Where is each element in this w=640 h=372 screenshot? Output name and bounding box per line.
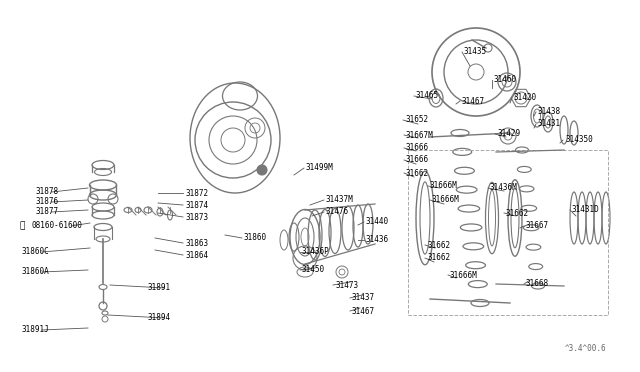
- Text: 31476: 31476: [326, 208, 349, 217]
- Text: 31894: 31894: [148, 314, 171, 323]
- Text: 31437M: 31437M: [326, 196, 354, 205]
- Text: 31652: 31652: [405, 115, 428, 125]
- Text: 31450: 31450: [302, 266, 325, 275]
- Text: 31435: 31435: [464, 48, 487, 57]
- Text: 31667: 31667: [526, 221, 549, 231]
- Text: 31876: 31876: [35, 198, 58, 206]
- Text: 314350: 314350: [565, 135, 593, 144]
- Text: 31666: 31666: [406, 155, 429, 164]
- Bar: [408, 150, 608, 315]
- Text: 31860A: 31860A: [22, 267, 50, 276]
- Text: 31891J: 31891J: [22, 326, 50, 334]
- Circle shape: [257, 165, 267, 175]
- Text: 31431D: 31431D: [572, 205, 600, 215]
- Text: 31668: 31668: [526, 279, 549, 289]
- Text: 31877: 31877: [35, 208, 58, 217]
- Text: 31460: 31460: [494, 76, 517, 84]
- Text: 31473: 31473: [335, 280, 358, 289]
- Text: 31436: 31436: [366, 235, 389, 244]
- Text: 31438: 31438: [538, 108, 561, 116]
- Text: 31499M: 31499M: [306, 164, 333, 173]
- Text: 31662: 31662: [427, 253, 450, 263]
- Text: 31662: 31662: [506, 208, 529, 218]
- Text: ^3.4^00.6: ^3.4^00.6: [564, 344, 606, 353]
- Text: 31872: 31872: [185, 189, 208, 198]
- Text: 31467: 31467: [462, 96, 485, 106]
- Text: 08160-61600: 08160-61600: [32, 221, 83, 231]
- Text: 31429: 31429: [497, 129, 520, 138]
- Text: 31420: 31420: [514, 93, 537, 103]
- Text: 31662: 31662: [427, 241, 450, 250]
- Text: 31465: 31465: [416, 92, 439, 100]
- Text: 31878: 31878: [35, 187, 58, 196]
- Text: 31431: 31431: [538, 119, 561, 128]
- Text: 31860: 31860: [244, 234, 267, 243]
- Text: 31873: 31873: [185, 212, 208, 221]
- Text: 31437: 31437: [352, 294, 375, 302]
- Text: 31467: 31467: [352, 307, 375, 315]
- Text: 31667M: 31667M: [406, 131, 434, 140]
- Text: Ⓑ: Ⓑ: [20, 221, 26, 231]
- Text: 31666: 31666: [406, 144, 429, 153]
- Text: 31874: 31874: [185, 201, 208, 209]
- Text: 31864: 31864: [185, 250, 208, 260]
- Text: 31666M: 31666M: [432, 196, 460, 205]
- Text: 31860C: 31860C: [22, 247, 50, 257]
- Text: 31440: 31440: [366, 218, 389, 227]
- Text: 31662: 31662: [406, 169, 429, 177]
- Text: 31666M: 31666M: [450, 270, 477, 279]
- Text: 31863: 31863: [185, 238, 208, 247]
- Text: 31891: 31891: [148, 283, 171, 292]
- Text: 31436P: 31436P: [302, 247, 330, 257]
- Text: 31436M: 31436M: [490, 183, 518, 192]
- Text: 31666M: 31666M: [430, 182, 458, 190]
